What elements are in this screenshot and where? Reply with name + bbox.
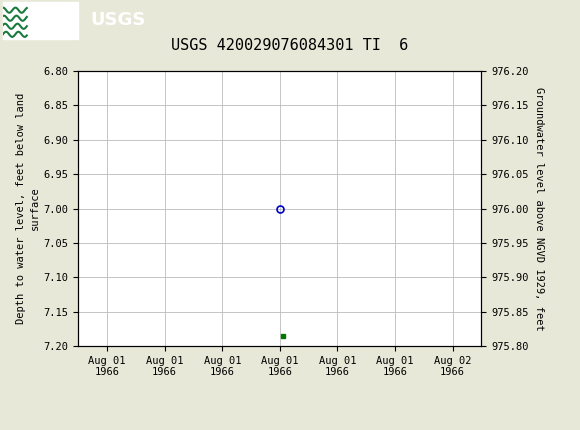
FancyBboxPatch shape xyxy=(3,2,78,39)
Y-axis label: Depth to water level, feet below land
surface: Depth to water level, feet below land su… xyxy=(16,93,39,324)
Text: USGS 420029076084301 TI  6: USGS 420029076084301 TI 6 xyxy=(171,38,409,52)
Y-axis label: Groundwater level above NGVD 1929, feet: Groundwater level above NGVD 1929, feet xyxy=(534,87,544,330)
Text: USGS: USGS xyxy=(90,12,145,29)
